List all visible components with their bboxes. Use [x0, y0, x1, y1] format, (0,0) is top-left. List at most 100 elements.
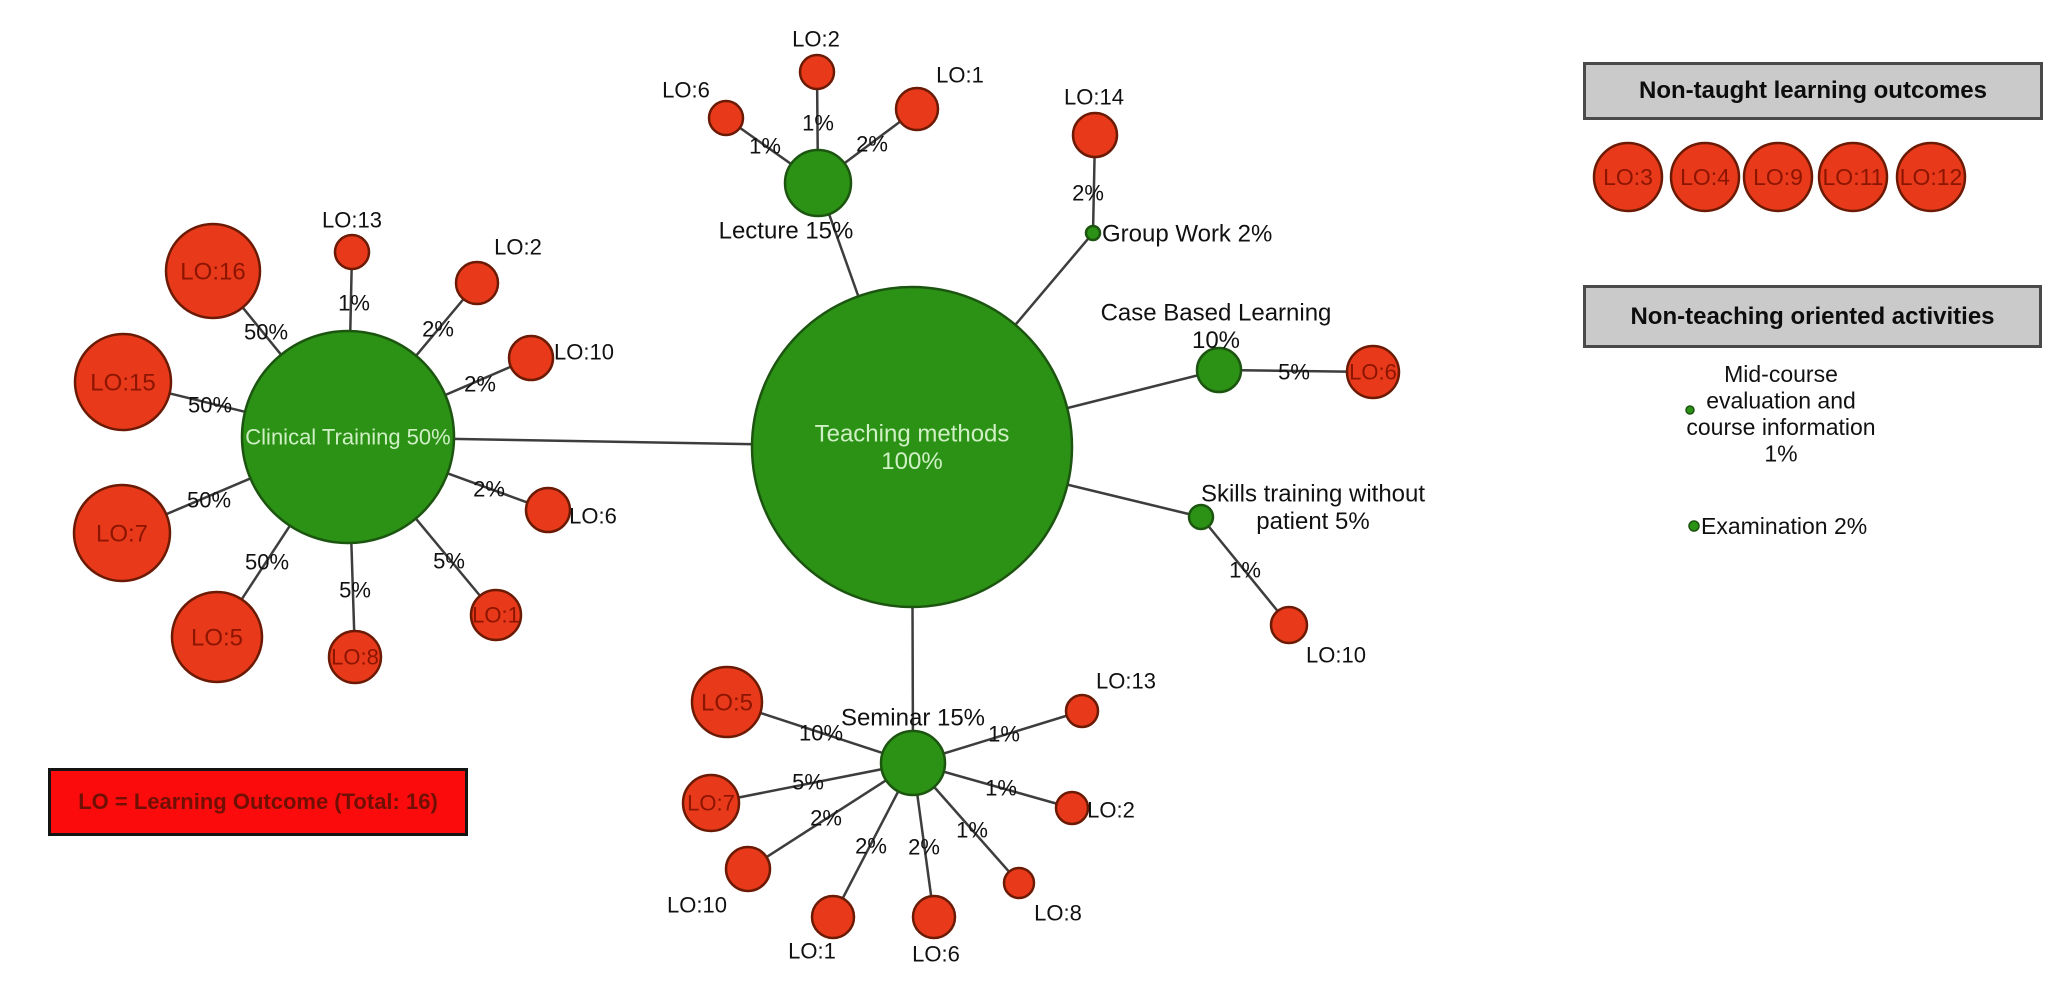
edge-label-clinical-ct16: 50%	[244, 320, 288, 345]
edge-label-lecture-lc1: 2%	[856, 132, 888, 157]
node-label-groupwork: Group Work 2%	[1102, 220, 1272, 247]
node-label-sm6: LO:6	[912, 942, 960, 967]
node-label-clinical: Clinical Training 50%	[245, 425, 450, 450]
edge-label-groupwork-gw14: 2%	[1072, 181, 1104, 206]
node-sm5	[690, 665, 764, 739]
node-label-ct6: LO:6	[569, 504, 617, 529]
node-lc1	[894, 86, 940, 132]
node-label-skills: Skills training without	[1201, 480, 1425, 507]
node-lc6	[707, 99, 745, 137]
legend-outcome-circle-0	[1592, 141, 1664, 213]
edge-label-skills-sk10: 1%	[1229, 558, 1261, 583]
edge-label-seminar-sm13: 1%	[988, 722, 1020, 747]
node-label-ct13: LO:13	[322, 208, 382, 233]
edge-label-clinical-ct1: 5%	[433, 549, 465, 574]
legend-activity-label-0: evaluation and	[1706, 388, 1856, 414]
node-label-lecture: Lecture 15%	[719, 217, 854, 244]
node-label-ct15: LO:15	[90, 369, 155, 396]
node-teaching	[750, 285, 1074, 609]
node-ct16	[164, 222, 262, 320]
node-gw14	[1071, 111, 1119, 159]
node-ct5	[170, 590, 264, 684]
node-label-lc6: LO:6	[662, 78, 710, 103]
edge-skills-sk10	[1200, 516, 1290, 626]
node-ct6	[524, 486, 572, 534]
legend-activity-label-1: Examination 2%	[1701, 513, 1867, 539]
node-ct10	[507, 334, 555, 382]
legend-outcome-label-1: LO:4	[1680, 164, 1730, 190]
legend-outcome-label-4: LO:12	[1900, 164, 1963, 190]
edge-seminar-sm7	[710, 761, 914, 805]
node-cbl	[1195, 346, 1243, 394]
node-ct13	[333, 233, 371, 271]
node-label-gw14: LO:14	[1064, 85, 1124, 110]
legend-activity-label-0: course information	[1686, 414, 1875, 440]
legend-title-non-teaching: Non-teaching oriented activities	[1630, 302, 1995, 330]
node-sm13	[1064, 693, 1100, 729]
legend-activity-dot-0	[1685, 405, 1695, 415]
node-sm6	[911, 894, 957, 940]
edge-label-seminar-sm8: 1%	[956, 818, 988, 843]
note-box: LO = Learning Outcome (Total: 16)	[48, 768, 468, 836]
legend-box-non-taught: Non-taught learning outcomes	[1583, 62, 2043, 120]
legend-outcome-label-0: LO:3	[1603, 164, 1653, 190]
node-sm7	[681, 773, 741, 833]
node-label-teaching: 100%	[881, 448, 942, 475]
node-sm10	[724, 845, 772, 893]
legend-outcome-circle-1	[1669, 141, 1741, 213]
node-cb6	[1345, 344, 1401, 400]
legend-activity-label-0: 1%	[1764, 440, 1797, 466]
node-sk10	[1269, 605, 1309, 645]
edge-label-seminar-sm5: 10%	[799, 721, 843, 746]
edge-label-lecture-lc6: 1%	[749, 134, 781, 159]
node-groupwork	[1084, 224, 1102, 242]
node-label-ct10: LO:10	[554, 340, 614, 365]
legend-box-non-teaching: Non-teaching oriented activities	[1583, 285, 2042, 348]
node-sm1	[810, 894, 856, 940]
edge-label-clinical-ct5: 50%	[245, 550, 289, 575]
node-sm2	[1054, 790, 1090, 826]
edge-label-clinical-ct6: 2%	[473, 477, 505, 502]
node-sm8	[1002, 866, 1036, 900]
node-label-skills: patient 5%	[1256, 508, 1369, 535]
node-label-ct7: LO:7	[96, 520, 148, 547]
edge-label-clinical-ct15: 50%	[188, 393, 232, 418]
node-skills	[1187, 503, 1215, 531]
node-label-sm2: LO:2	[1087, 798, 1135, 823]
note-box-label: LO = Learning Outcome (Total: 16)	[78, 789, 438, 814]
node-label-sm10: LO:10	[667, 893, 727, 918]
edge-label-seminar-sm10: 2%	[810, 806, 842, 831]
node-label-sm13: LO:13	[1096, 669, 1156, 694]
edge-label-seminar-sm7: 5%	[792, 770, 824, 795]
legend-outcome-label-2: LO:9	[1753, 164, 1803, 190]
legend-title-non-taught: Non-taught learning outcomes	[1639, 77, 1987, 104]
node-label-cbl: 10%	[1192, 327, 1240, 354]
node-label-lc2: LO:2	[792, 27, 840, 52]
edge-label-clinical-ct2: 2%	[422, 317, 454, 342]
node-ct8	[327, 629, 383, 685]
edge-label-clinical-ct10: 2%	[464, 372, 496, 397]
node-label-ct1: LO:1	[472, 603, 520, 628]
edge-label-cbl-cb6: 5%	[1278, 360, 1310, 385]
node-label-ct2: LO:2	[494, 235, 542, 260]
legend-outcome-label-3: LO:11	[1823, 164, 1884, 190]
edge-label-seminar-sm6: 2%	[908, 835, 940, 860]
node-label-teaching: Teaching methods	[815, 421, 1010, 448]
node-seminar	[879, 729, 947, 797]
node-label-ct8: LO:8	[331, 645, 379, 670]
node-clinical	[240, 329, 456, 545]
edge-label-seminar-sm2: 1%	[985, 776, 1017, 801]
node-ct7	[72, 483, 172, 583]
node-label-sm1: LO:1	[788, 939, 836, 964]
node-label-sm5: LO:5	[701, 689, 753, 716]
node-label-sm8: LO:8	[1034, 901, 1082, 926]
node-label-ct5: LO:5	[191, 624, 243, 651]
node-ct15	[73, 332, 173, 432]
node-label-lc1: LO:1	[936, 63, 984, 88]
legend-outcome-circle-2	[1742, 141, 1814, 213]
node-label-ct16: LO:16	[180, 258, 245, 285]
node-lc2	[798, 53, 836, 91]
legend-outcome-circle-3	[1817, 141, 1889, 213]
node-label-seminar: Seminar 15%	[841, 704, 985, 731]
